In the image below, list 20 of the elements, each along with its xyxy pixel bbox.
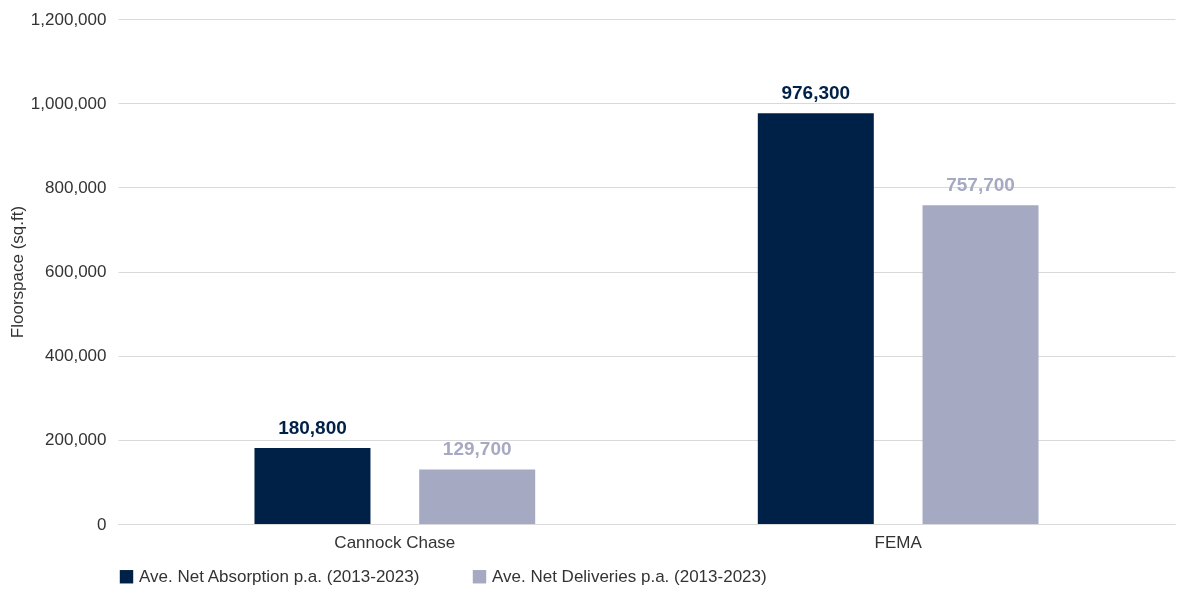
y-tick-label: 400,000 xyxy=(45,346,107,366)
y-tick-label: 0 xyxy=(97,514,107,534)
data-label: 180,800 xyxy=(278,416,347,438)
data-label: 129,700 xyxy=(442,438,512,460)
y-axis-title: Floorspace (sq.ft) xyxy=(7,205,27,339)
legend-label: Ave. Net Absorption p.a. (2013-2023) xyxy=(139,566,420,586)
bar xyxy=(922,205,1039,524)
y-tick-label: 200,000 xyxy=(45,430,107,450)
bar xyxy=(757,113,874,524)
legend-label: Ave. Net Deliveries p.a. (2013-2023) xyxy=(492,566,767,586)
x-tick-label: Cannock Chase xyxy=(334,532,456,552)
y-tick-label: 1,200,000 xyxy=(30,9,107,29)
y-tick-label: 1,000,000 xyxy=(30,93,107,113)
bar xyxy=(419,469,536,524)
bar xyxy=(254,447,371,524)
data-label: 757,700 xyxy=(946,174,1015,196)
data-label: 976,300 xyxy=(781,82,851,104)
y-tick-label: 800,000 xyxy=(45,177,107,197)
x-tick-label: FEMA xyxy=(874,532,923,552)
y-tick-label: 600,000 xyxy=(45,262,107,281)
